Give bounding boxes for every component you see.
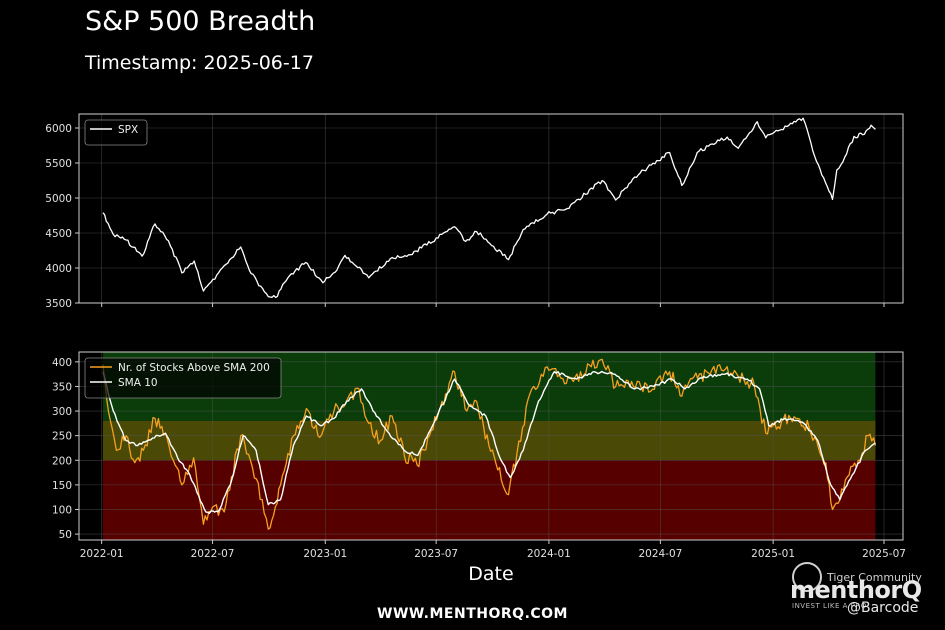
y-tick-label: 350 [52,381,72,393]
page-subtitle: Timestamp: 2025-06-17 [85,52,314,74]
y-tick-label: 3500 [45,298,72,310]
plot-frame [78,351,904,541]
x-tick-label: 2025-01 [751,548,795,560]
y-tick-label: 50 [59,529,72,541]
y-tick-label: 5500 [45,158,72,170]
series-line [102,117,876,299]
x-axis-label: Date [468,563,513,585]
legend-box [84,357,282,399]
legend-entry: SMA 10 [118,377,158,389]
zone-red [102,460,876,540]
y-tick-label: 4000 [45,263,72,275]
breadth-chart: 3500 4000 4500 5000 5500 6000 SPX 50 100 150 200 25… [45,113,906,585]
brand-tagline: INVEST LIKE A PRO [792,602,867,610]
y-tick-label: 400 [52,357,72,369]
x-tick-label: 2024-07 [638,548,682,560]
community-label: Tiger Community [827,571,922,584]
brand-watermark: Tiger Community menthorQ INVEST LIKE A P… [790,562,940,628]
brand-logo: menthorQ [790,576,922,604]
legend-entry: SPX [118,124,138,136]
y-tick-label: 4500 [45,228,72,240]
page-title: S&P 500 Breadth [85,6,316,37]
y-tick-label: 300 [52,406,72,418]
footer-url[interactable]: WWW.MENTHORQ.COM [377,606,568,622]
x-tick-label: 2024-01 [527,548,571,560]
x-tick-label: 2022-01 [80,548,124,560]
x-tick-label: 2022-07 [191,548,235,560]
y-tick-label: 6000 [45,123,72,135]
legend-entry: Nr. of Stocks Above SMA 200 [118,362,270,374]
series-line [102,370,876,514]
y-tick-label: 250 [52,431,72,443]
plot-frame [78,113,904,304]
y-tick-label: 200 [52,455,72,467]
y-tick-label: 150 [52,480,72,492]
legend-box [84,119,148,146]
y-tick-label: 5000 [45,193,72,205]
x-tick-label: 2023-07 [414,548,458,560]
y-tick-label: 100 [52,504,72,516]
author-handle: @Barcode [847,600,919,616]
tiger-community-icon [792,562,822,592]
x-tick-label: 2025-07 [862,548,906,560]
x-tick-label: 2023-01 [303,548,347,560]
